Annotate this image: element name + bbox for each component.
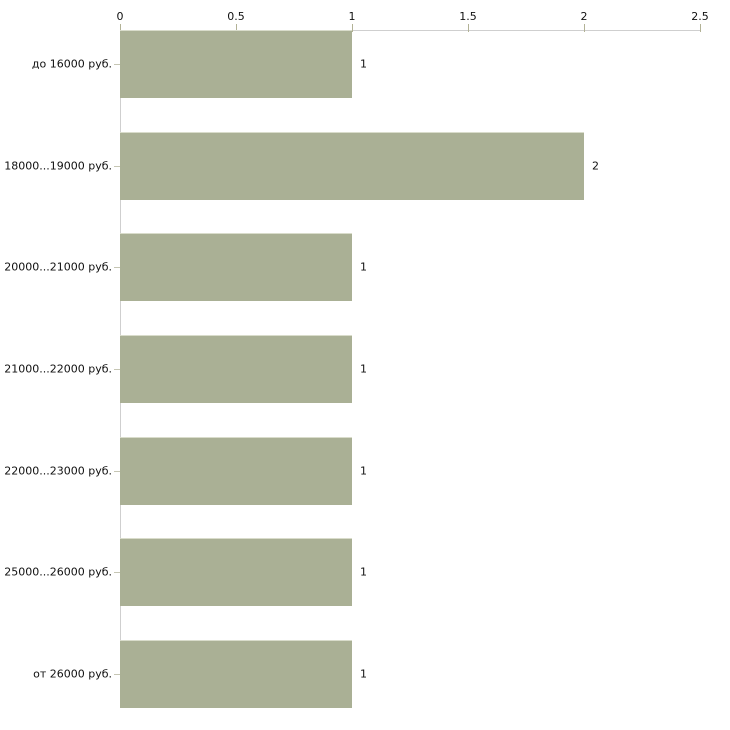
value-label: 1	[360, 667, 367, 681]
bar-row: 21000...22000 руб. 1	[0, 335, 730, 403]
category-label: 18000...19000 руб.	[4, 159, 112, 173]
x-axis-line	[120, 30, 701, 31]
category-label: 21000...22000 руб.	[4, 362, 112, 376]
x-tick-mark	[120, 24, 121, 32]
value-label: 2	[592, 159, 599, 173]
value-label: 1	[360, 260, 367, 274]
value-label: 1	[360, 57, 367, 71]
x-tick-mark	[468, 24, 469, 32]
bar-row: от 26000 руб. 1	[0, 640, 730, 708]
bar	[120, 437, 352, 505]
x-tick-label: 0	[116, 10, 124, 23]
bar	[120, 335, 352, 403]
category-tick-mark	[114, 369, 121, 370]
category-label: от 26000 руб.	[33, 667, 112, 681]
bar	[120, 233, 352, 301]
x-tick-mark	[700, 24, 701, 32]
x-tick-mark	[584, 24, 585, 32]
category-tick-mark	[114, 267, 121, 268]
category-label: 25000...26000 руб.	[4, 565, 112, 579]
category-tick-mark	[114, 64, 121, 65]
category-tick-mark	[114, 471, 121, 472]
bar	[120, 538, 352, 606]
x-tick-mark	[236, 24, 237, 32]
x-tick-mark	[352, 24, 353, 32]
bar-row: 18000...19000 руб. 2	[0, 132, 730, 200]
bar	[120, 132, 584, 200]
x-tick-label: 0.5	[227, 10, 245, 23]
x-tick-label: 1.5	[459, 10, 477, 23]
value-label: 1	[360, 565, 367, 579]
category-label: до 16000 руб.	[31, 57, 112, 71]
bar	[120, 30, 352, 98]
bar	[120, 640, 352, 708]
category-tick-mark	[114, 166, 121, 167]
x-tick-label: 1	[348, 10, 356, 23]
bar-row: 25000...26000 руб. 1	[0, 538, 730, 606]
x-tick-label: 2	[580, 10, 588, 23]
value-label: 1	[360, 464, 367, 478]
bar-row: до 16000 руб. 1	[0, 30, 730, 98]
bar-row: 22000...23000 руб. 1	[0, 437, 730, 505]
category-tick-mark	[114, 572, 121, 573]
value-label: 1	[360, 362, 367, 376]
category-tick-mark	[114, 674, 121, 675]
category-label: 22000...23000 руб.	[4, 464, 112, 478]
x-tick-label: 2.5	[691, 10, 709, 23]
bar-row: 20000...21000 руб. 1	[0, 233, 730, 301]
category-label: 20000...21000 руб.	[4, 260, 112, 274]
